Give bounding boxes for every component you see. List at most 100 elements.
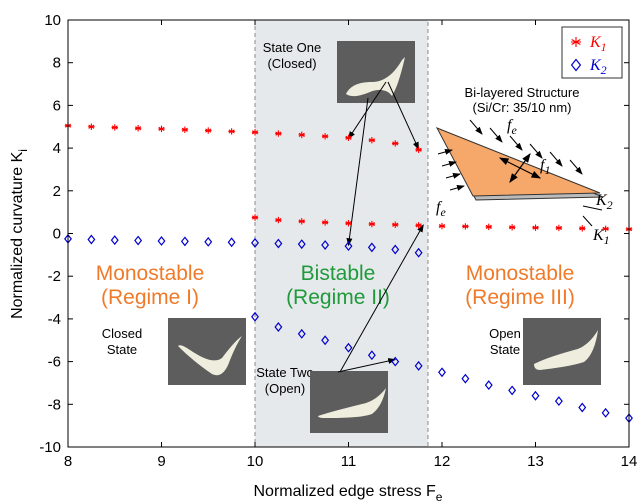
photo-closed [168, 318, 246, 385]
k2-point [87, 234, 96, 245]
k2-point [274, 238, 283, 249]
photo-open [523, 318, 601, 385]
k1-point [415, 222, 422, 229]
structure-title-line1: Bi-layered Structure [465, 85, 580, 100]
k2-point [321, 240, 330, 250]
state-annotations: State One (Closed) State Two (Open) Clos… [102, 40, 521, 396]
open-state-line2: State [490, 342, 520, 357]
y-tick-label: 8 [53, 55, 61, 72]
k2-point [344, 342, 353, 353]
series-k2 [64, 233, 633, 424]
state-one-line2: (Closed) [267, 56, 316, 71]
k2-point [297, 328, 306, 339]
photo-state-one [337, 41, 415, 103]
state-one-line1: State One [263, 40, 322, 55]
closed-state-line2: State [107, 342, 137, 357]
k1-point [251, 129, 259, 136]
legend-box [561, 26, 623, 79]
k1-point [392, 221, 399, 228]
k1-point [555, 224, 563, 232]
x-tick-label: 10 [247, 453, 264, 470]
legend-k1-marker [571, 37, 581, 47]
k1-point [602, 225, 609, 233]
k1-point [298, 131, 305, 139]
state-arrows [337, 81, 424, 373]
k1-point [275, 216, 282, 224]
edge-force-arrows [437, 119, 583, 191]
k2-point [251, 311, 259, 322]
open-state-line1: Open [489, 326, 521, 341]
x-tick-label: 9 [157, 453, 165, 470]
state-arrow [337, 358, 397, 373]
closed-state-line1: Closed [102, 326, 142, 341]
plot-frame [67, 19, 630, 448]
k1-point [392, 140, 399, 147]
regime-2-line2: (Regime II) [286, 286, 390, 309]
state-arrow [346, 97, 369, 247]
y-tick-label: 0 [53, 226, 61, 243]
regime-3-line1: Monostable [466, 262, 575, 285]
k2-point [531, 390, 540, 401]
k2-point [484, 380, 493, 391]
photo-closed-object [178, 336, 242, 376]
k2-point [297, 239, 306, 250]
k1-point [368, 137, 376, 144]
y-tick-label: -10 [39, 439, 61, 456]
k2-point [461, 373, 470, 384]
k2-point [554, 396, 563, 407]
k2-point [134, 235, 143, 246]
y-axis-label: Normalized curvature Ki [9, 149, 30, 319]
k1-point [228, 128, 235, 135]
k2-point [414, 247, 423, 258]
k2-point [391, 356, 400, 367]
state-arrow [339, 224, 424, 373]
k2-point [321, 335, 330, 346]
f1-force-arrows [498, 153, 542, 183]
k1-point [158, 125, 165, 133]
k1-point [251, 214, 259, 221]
k1-point [532, 224, 539, 231]
y-tick-label: -6 [48, 354, 61, 371]
photo-closed-bg [168, 318, 246, 385]
k2-point [180, 236, 189, 247]
k2-point [344, 241, 353, 252]
k2-point [367, 242, 376, 253]
legend-k1-label: K1 [589, 34, 607, 54]
k2-point [570, 58, 582, 72]
k1-point [368, 220, 376, 228]
k1-point [298, 218, 305, 225]
x-tick-label: 13 [527, 453, 544, 470]
y-tick-label: -2 [48, 268, 61, 285]
k2-pointer [582, 205, 603, 211]
photo-state-two-object [318, 388, 386, 418]
regime-1-line2: (Regime I) [101, 286, 199, 309]
k1-point [134, 125, 142, 132]
state-arrow [347, 81, 387, 140]
x-axis-label: Normalized edge stress Fe [254, 483, 443, 504]
regime-3-line2: (Regime III) [465, 286, 575, 309]
k1-point [571, 37, 581, 47]
state-two-line2: (Open) [265, 381, 305, 396]
x-tick-label: 11 [341, 453, 357, 470]
k2-point [578, 402, 587, 413]
k1-point [111, 124, 118, 131]
fe-label-top: fe [507, 117, 517, 137]
k1-pointer [582, 215, 593, 227]
k1-point [275, 130, 282, 137]
k2-point [110, 235, 119, 246]
y-tick-label: 2 [53, 183, 61, 200]
k1-point [88, 123, 95, 130]
y-tick-label: 10 [44, 12, 61, 29]
k2-point [414, 360, 423, 371]
k1-point [181, 126, 189, 133]
k1-point [321, 219, 329, 226]
k2-point [508, 385, 517, 396]
k1-point [462, 223, 469, 230]
regime-2-line1: Bistable [301, 262, 376, 285]
y-tick-label: 4 [53, 140, 61, 157]
k2-point [204, 236, 213, 247]
k2-point [157, 236, 166, 246]
y-tick-label: 6 [53, 97, 61, 114]
k1-point [205, 127, 212, 134]
